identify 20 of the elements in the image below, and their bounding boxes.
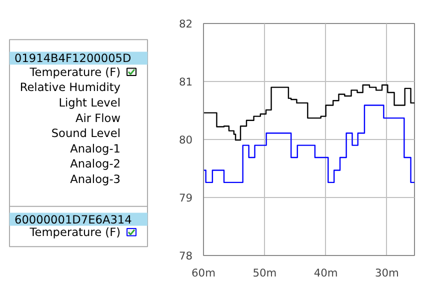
x-tick-label: 60m — [192, 266, 216, 280]
legend-label: Temperature (F) — [28, 64, 121, 79]
text: Sound Level — [51, 126, 121, 140]
text: 01914B4F1200005D — [14, 51, 132, 66]
text: 60000001D7E6A314 — [14, 212, 132, 226]
text: Analog-2 — [70, 156, 121, 171]
x-tick-label: 30m — [375, 266, 399, 280]
text: Analog-1 — [70, 141, 121, 156]
text: Air Flow — [75, 110, 120, 125]
legend-label: Temperature (F) — [28, 225, 121, 240]
y-tick-label: 82 — [178, 18, 193, 30]
text: Light Level — [58, 95, 121, 110]
y-tick-label: 80 — [178, 134, 193, 146]
text: Analog-3 — [70, 172, 121, 186]
y-tick-label: 79 — [178, 192, 193, 204]
y-tick-label: 81 — [178, 76, 193, 88]
text: Relative Humidity — [20, 80, 121, 94]
y-tick-label: 78 — [178, 250, 193, 262]
x-tick-label: 50m — [252, 266, 277, 280]
x-tick-label: 40m — [314, 266, 338, 280]
